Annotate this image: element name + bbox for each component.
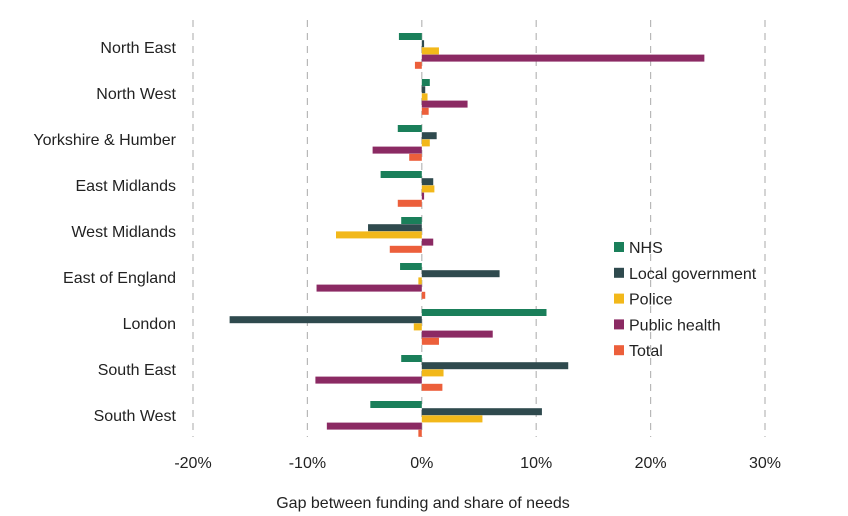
region-label: South East [98, 362, 177, 379]
x-tick-label: -20% [174, 455, 211, 472]
bar-local-government [421, 178, 434, 186]
bar-public-health [315, 376, 422, 384]
bar-local-government [368, 224, 422, 232]
legend-swatch [614, 242, 624, 252]
bar-public-health [326, 422, 422, 430]
bar-public-health [421, 238, 434, 246]
bar-police [421, 185, 435, 193]
bar-police [421, 415, 483, 423]
bar-local-government [421, 270, 500, 278]
region-label: North West [96, 86, 176, 103]
bar-nhs [401, 355, 422, 362]
bar-total [397, 199, 422, 207]
region-label: North East [100, 40, 176, 57]
legend-swatch [614, 293, 624, 304]
legend-label: Public health [629, 317, 721, 334]
x-axis-title: Gap between funding and share of needs [276, 495, 570, 512]
bar-nhs [421, 79, 430, 86]
bar-public-health [316, 284, 422, 292]
legend-label: Police [629, 292, 673, 309]
region-label: London [123, 316, 176, 333]
bar-police [421, 47, 439, 55]
x-tick-label: 30% [749, 455, 781, 472]
bar-public-health [421, 330, 493, 338]
x-tick-label: 10% [520, 455, 552, 472]
bar-local-government [421, 132, 437, 140]
bar-public-health [421, 192, 425, 200]
bar-total [409, 153, 422, 161]
x-tick-labels: -20% -10% 0% 10% 20% 30% [174, 455, 781, 472]
bar-police [418, 277, 422, 285]
x-tick-label: -10% [289, 455, 326, 472]
bar-total [421, 383, 443, 391]
bar-local-government [421, 408, 542, 416]
legend-label: Total [629, 343, 663, 360]
bar-nhs [401, 217, 422, 224]
bar-nhs [370, 401, 422, 408]
bar-total [421, 107, 429, 115]
gridlines [192, 20, 766, 437]
bar-nhs [398, 33, 422, 40]
bar-local-government [421, 362, 569, 370]
x-tick-label: 20% [635, 455, 667, 472]
legend-swatch [614, 319, 624, 330]
bar-local-government [421, 86, 426, 94]
region-label: East Midlands [76, 178, 177, 195]
region-labels: North East North West Yorkshire & Humber Ea… [33, 40, 176, 425]
bar-total [414, 61, 422, 69]
bar-police [336, 231, 422, 239]
bar-police [413, 323, 422, 331]
legend: NHS Local government Police Public health To… [614, 240, 757, 360]
legend-swatch [614, 267, 624, 278]
bar-total [421, 337, 439, 345]
region-label: West Midlands [71, 224, 176, 241]
bar-police [421, 369, 444, 377]
legend-label: Local government [629, 266, 757, 283]
bar-total [389, 245, 422, 253]
legend-label: NHS [629, 240, 663, 257]
region-label: Yorkshire & Humber [33, 132, 176, 149]
bar-police [421, 139, 430, 147]
bar-public-health [421, 54, 705, 62]
region-label: East of England [63, 270, 176, 287]
bar-nhs [397, 125, 422, 132]
bar-nhs [380, 171, 422, 178]
bar-nhs [421, 309, 547, 316]
region-label: South West [94, 408, 177, 425]
bar-local-government [229, 316, 422, 324]
bar-total [421, 291, 426, 299]
bar-nhs [400, 263, 422, 270]
x-tick-label: 0% [410, 455, 433, 472]
legend-swatch [614, 345, 624, 356]
bar-total [418, 429, 422, 437]
bar-public-health [372, 146, 422, 154]
bar-police [421, 93, 428, 101]
bars [229, 33, 705, 437]
bar-public-health [421, 100, 468, 108]
bar-local-government [421, 40, 425, 48]
